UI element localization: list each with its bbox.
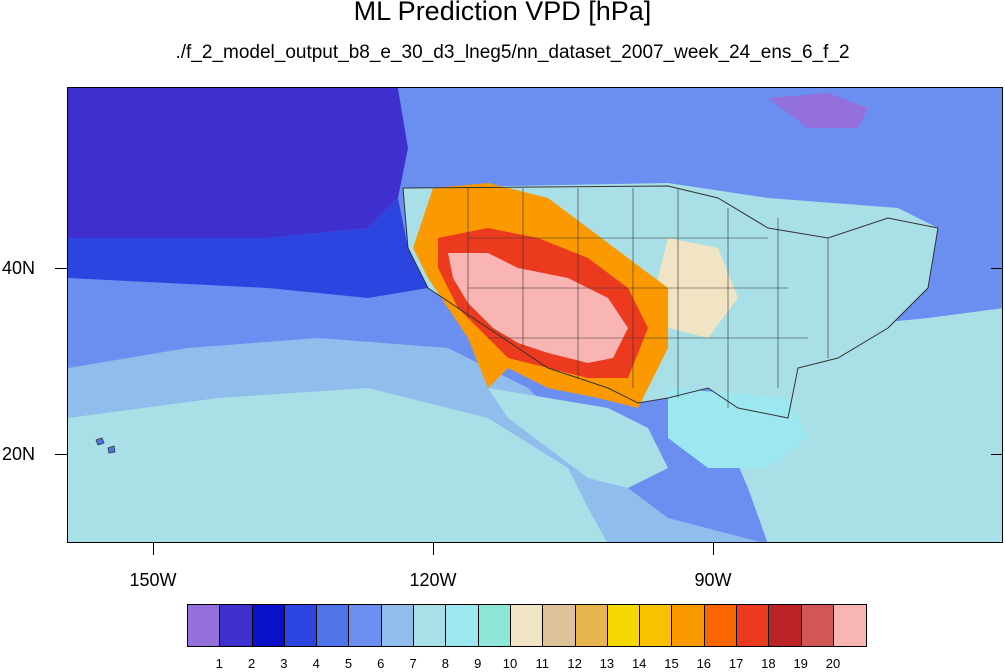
colorbar-box-2 — [220, 605, 253, 646]
colorbar-box-9 — [446, 605, 479, 646]
colorbar-box-1 — [188, 605, 221, 646]
colorbar-label-2: 2 — [247, 656, 256, 671]
colorbar-box-16 — [672, 605, 705, 646]
colorbar-label-10: 10 — [502, 656, 518, 671]
ocean-field-tropical — [68, 388, 607, 542]
colorbar-box-20 — [801, 605, 834, 646]
vpd-field-map — [68, 88, 1002, 542]
colorbar-label-16: 16 — [696, 656, 712, 671]
colorbar-label-3: 3 — [280, 656, 288, 671]
colorbar-label-4: 4 — [312, 656, 320, 671]
ocean-field-north-dark — [68, 88, 408, 238]
colorbar-box-6 — [349, 605, 382, 646]
colorbar — [187, 604, 868, 647]
lon-label-150w: 150W — [129, 570, 177, 590]
colorbar-label-14: 14 — [631, 656, 647, 671]
colorbar-label-6: 6 — [377, 656, 385, 671]
gulf-field — [668, 388, 808, 468]
colorbar-label-11: 11 — [535, 656, 550, 671]
lat-tick-40n-right — [991, 268, 1003, 269]
colorbar-label-13: 13 — [599, 656, 615, 671]
state-lines — [467, 188, 829, 408]
colorbar-label-18: 18 — [761, 656, 776, 671]
colorbar-label-9: 9 — [474, 656, 482, 671]
colorbar-box-8 — [414, 605, 447, 646]
lon-label-90w: 90W — [694, 570, 732, 590]
colorbar-box-13 — [575, 605, 608, 646]
lat-tick-20n — [55, 454, 67, 455]
colorbar-label-1: 1 — [215, 656, 223, 671]
lat-label-20n: 20N — [2, 444, 36, 464]
colorbar-label-20: 20 — [825, 656, 841, 671]
us-canada-border — [402, 185, 939, 239]
lat-label-40n: 40N — [2, 258, 36, 278]
colorbar-label-15: 15 — [664, 656, 679, 671]
colorbar-box-18 — [737, 605, 770, 646]
colorbar-box-4 — [284, 605, 318, 646]
colorbar-label-7: 7 — [409, 656, 417, 671]
colorbar-box-10 — [478, 605, 511, 646]
lon-tick-120w — [433, 543, 434, 555]
lat-tick-40n — [55, 268, 67, 269]
colorbar-box-11 — [510, 605, 544, 646]
ocean-field-mid-band — [68, 198, 428, 298]
lon-tick-90w — [713, 543, 714, 555]
us-coastline — [402, 187, 939, 419]
colorbar-label-12: 12 — [567, 656, 582, 671]
colorbar-box-3 — [252, 605, 285, 646]
map-panel — [67, 87, 1003, 543]
hudson-field — [768, 93, 868, 128]
lon-label-120w: 120W — [409, 570, 457, 590]
colorbar-box-19 — [769, 605, 802, 646]
colorbar-box-15 — [640, 605, 673, 646]
colorbar-label-17: 17 — [728, 656, 744, 671]
mexico-field — [488, 388, 668, 488]
colorbar-label-8: 8 — [441, 656, 449, 671]
colorbar-box-17 — [704, 605, 738, 646]
colorbar-label-19: 19 — [793, 656, 808, 671]
lat-tick-20n-right — [991, 454, 1003, 455]
colorbar-box-5 — [317, 605, 350, 646]
southwest-vpd-max — [448, 253, 628, 363]
colorbar-box-12 — [543, 605, 576, 646]
colorbar-box-7 — [381, 605, 415, 646]
map-title: ML Prediction VPD [hPa] — [353, 0, 652, 26]
hawaii-islands — [95, 437, 116, 454]
lon-tick-150w — [153, 543, 154, 555]
map-subtitle: ./f_2_model_output_b8_e_30_d3_lneg5/nn_d… — [175, 42, 850, 63]
colorbar-box-21 — [833, 605, 867, 646]
colorbar-box-14 — [607, 605, 641, 646]
colorbar-label-5: 5 — [344, 656, 353, 671]
